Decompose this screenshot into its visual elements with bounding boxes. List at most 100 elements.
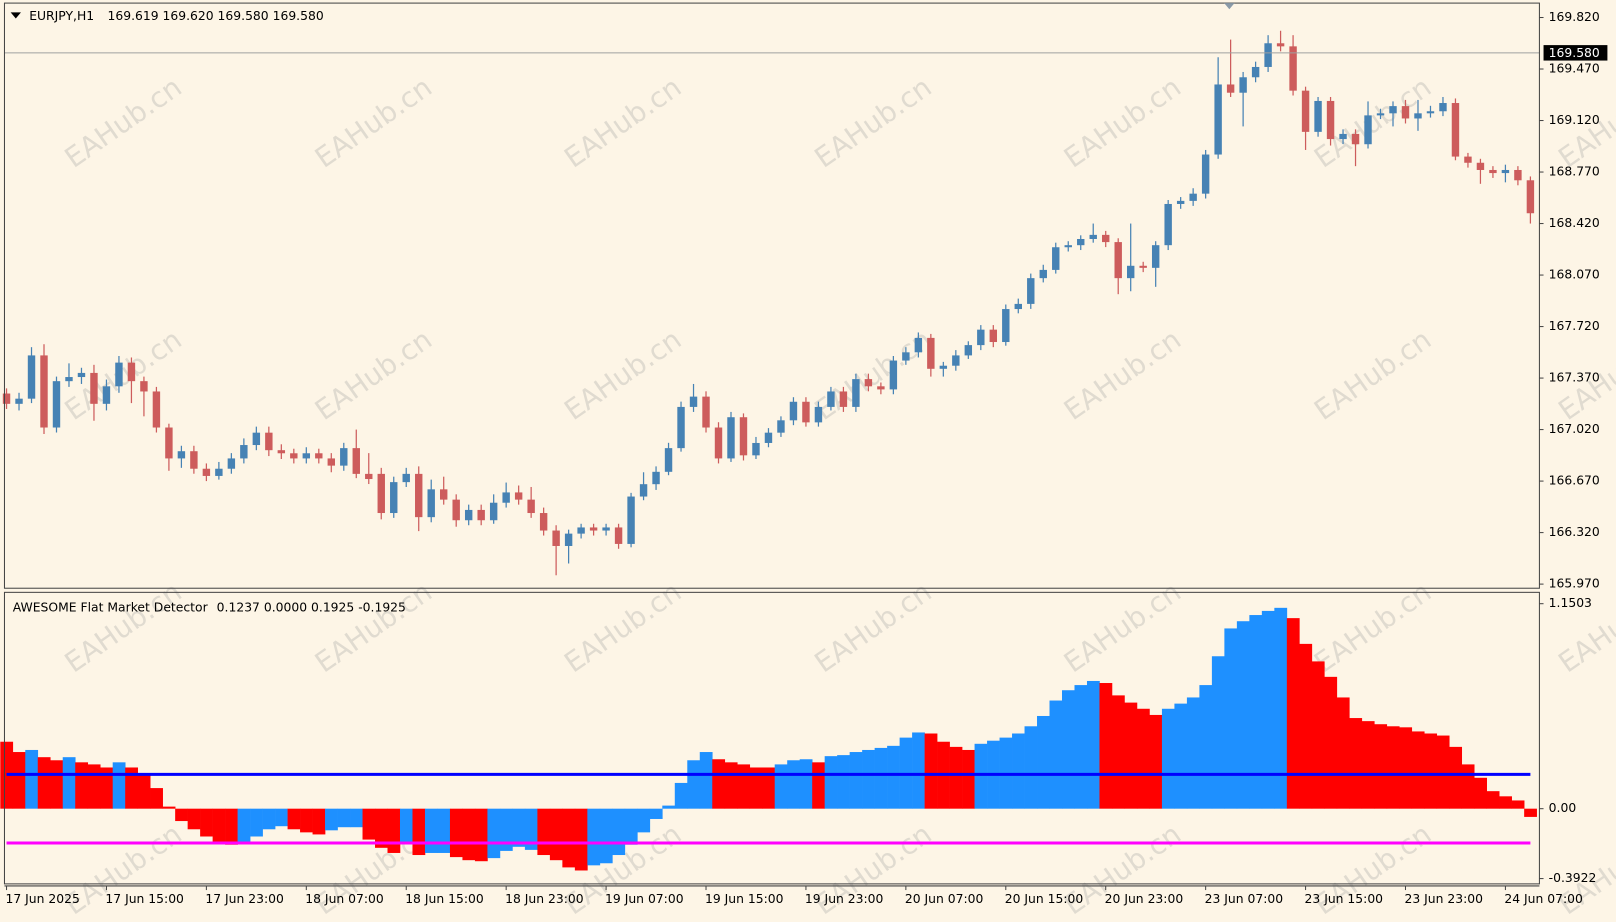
candle-body bbox=[652, 471, 660, 485]
candle-body bbox=[152, 391, 161, 428]
histogram-bar bbox=[1286, 618, 1300, 809]
candle-body bbox=[764, 432, 773, 443]
histogram-bar bbox=[75, 762, 89, 809]
histogram-bar bbox=[887, 745, 900, 809]
histogram-bar bbox=[375, 808, 388, 848]
candle-body bbox=[852, 379, 860, 407]
candle-body bbox=[727, 417, 735, 459]
candle-body bbox=[1176, 200, 1185, 204]
candle-body bbox=[327, 458, 335, 466]
candle-body bbox=[1314, 100, 1322, 132]
candle-body bbox=[165, 427, 173, 459]
histogram-bar bbox=[137, 774, 151, 809]
candle-body bbox=[1301, 90, 1310, 132]
histogram-bar bbox=[300, 808, 313, 833]
candle-body bbox=[1351, 133, 1360, 145]
histogram-bar bbox=[599, 808, 613, 864]
candle-body bbox=[1501, 169, 1510, 174]
histogram-bar bbox=[1037, 715, 1050, 809]
candle-body bbox=[539, 513, 548, 531]
histogram-bar bbox=[437, 808, 451, 853]
candle-body bbox=[1426, 111, 1435, 114]
histogram-bar bbox=[112, 762, 126, 809]
candle-body bbox=[1114, 242, 1122, 279]
candle-body bbox=[1226, 84, 1235, 93]
candle-body bbox=[1526, 180, 1535, 214]
histogram-bar bbox=[1524, 808, 1537, 817]
histogram-bar bbox=[1249, 615, 1263, 809]
candle-body bbox=[514, 492, 523, 500]
candle-body bbox=[1126, 265, 1135, 279]
candle-body bbox=[1389, 106, 1397, 114]
candle-body bbox=[939, 365, 948, 369]
candle-body bbox=[1326, 100, 1335, 140]
histogram-bar bbox=[637, 808, 651, 833]
histogram-bar bbox=[737, 764, 751, 809]
histogram-bar bbox=[1224, 628, 1238, 809]
histogram-bar bbox=[1349, 718, 1363, 809]
candle-body bbox=[552, 530, 560, 546]
histogram-bar bbox=[424, 808, 438, 853]
candle-body bbox=[127, 362, 136, 382]
histogram-bar bbox=[1186, 697, 1200, 809]
candle-body bbox=[390, 482, 398, 514]
candle-body bbox=[664, 448, 673, 472]
candle-body bbox=[1376, 113, 1385, 116]
histogram-bar bbox=[1124, 702, 1138, 809]
histogram-bar bbox=[1274, 607, 1288, 809]
candle-body bbox=[265, 432, 273, 451]
candle-body bbox=[140, 381, 148, 392]
ohlc-header: 169.619 169.620 169.580 169.580 bbox=[107, 9, 323, 23]
candle-body bbox=[639, 484, 648, 497]
histogram-bar bbox=[237, 808, 251, 843]
candle-body bbox=[1476, 162, 1485, 170]
histogram-bar bbox=[524, 808, 538, 850]
histogram-bar bbox=[1336, 697, 1350, 809]
candle-body bbox=[202, 468, 211, 476]
candle-body bbox=[1077, 238, 1085, 246]
candle-body bbox=[252, 432, 261, 446]
histogram-bar bbox=[25, 749, 39, 809]
histogram-bar bbox=[687, 760, 701, 809]
histogram-bar bbox=[62, 757, 76, 809]
candle-body bbox=[1189, 193, 1197, 201]
histogram-bar bbox=[1136, 708, 1150, 809]
candle-body bbox=[1276, 43, 1285, 47]
histogram-bar bbox=[1149, 714, 1163, 809]
x-tick-label: 17 Jun 2025 bbox=[5, 892, 79, 906]
histogram-bar bbox=[1324, 676, 1338, 809]
candle-body bbox=[302, 453, 311, 459]
histogram-bar bbox=[649, 808, 663, 819]
histogram-bar bbox=[449, 808, 463, 858]
candle-body bbox=[52, 381, 61, 428]
candle-body bbox=[577, 527, 585, 534]
symbol-title: EURJPY,H1 bbox=[29, 9, 94, 23]
price-panel: 169.580 169.820 169.470 169.120 168.770 168.4… bbox=[2, 10, 1608, 591]
histogram-bar bbox=[87, 764, 101, 809]
candle-body bbox=[814, 406, 823, 423]
candle-body bbox=[827, 391, 835, 407]
candle-body bbox=[90, 372, 98, 404]
histogram-bar bbox=[100, 767, 114, 809]
histogram-bar bbox=[674, 782, 688, 809]
candle-body bbox=[927, 337, 935, 369]
histogram-bar bbox=[1062, 690, 1075, 809]
histogram-bar bbox=[587, 808, 601, 866]
candle-body bbox=[1102, 234, 1110, 243]
histogram-bar bbox=[1511, 800, 1525, 809]
candle-body bbox=[802, 401, 810, 423]
histogram-bar bbox=[549, 808, 563, 861]
candle-body bbox=[439, 489, 448, 500]
candle-body bbox=[1364, 115, 1372, 145]
candle-body bbox=[40, 355, 48, 428]
candle-body bbox=[564, 533, 573, 546]
menu-arrow[interactable] bbox=[10, 12, 21, 19]
candle-body bbox=[839, 391, 848, 407]
candle-body bbox=[877, 386, 885, 390]
histogram-bar bbox=[1424, 733, 1438, 809]
histogram-bar bbox=[749, 767, 763, 809]
candle-body bbox=[177, 451, 186, 459]
histogram-bar bbox=[1161, 708, 1175, 809]
candle-body bbox=[677, 406, 685, 449]
histogram-bar bbox=[774, 764, 788, 809]
